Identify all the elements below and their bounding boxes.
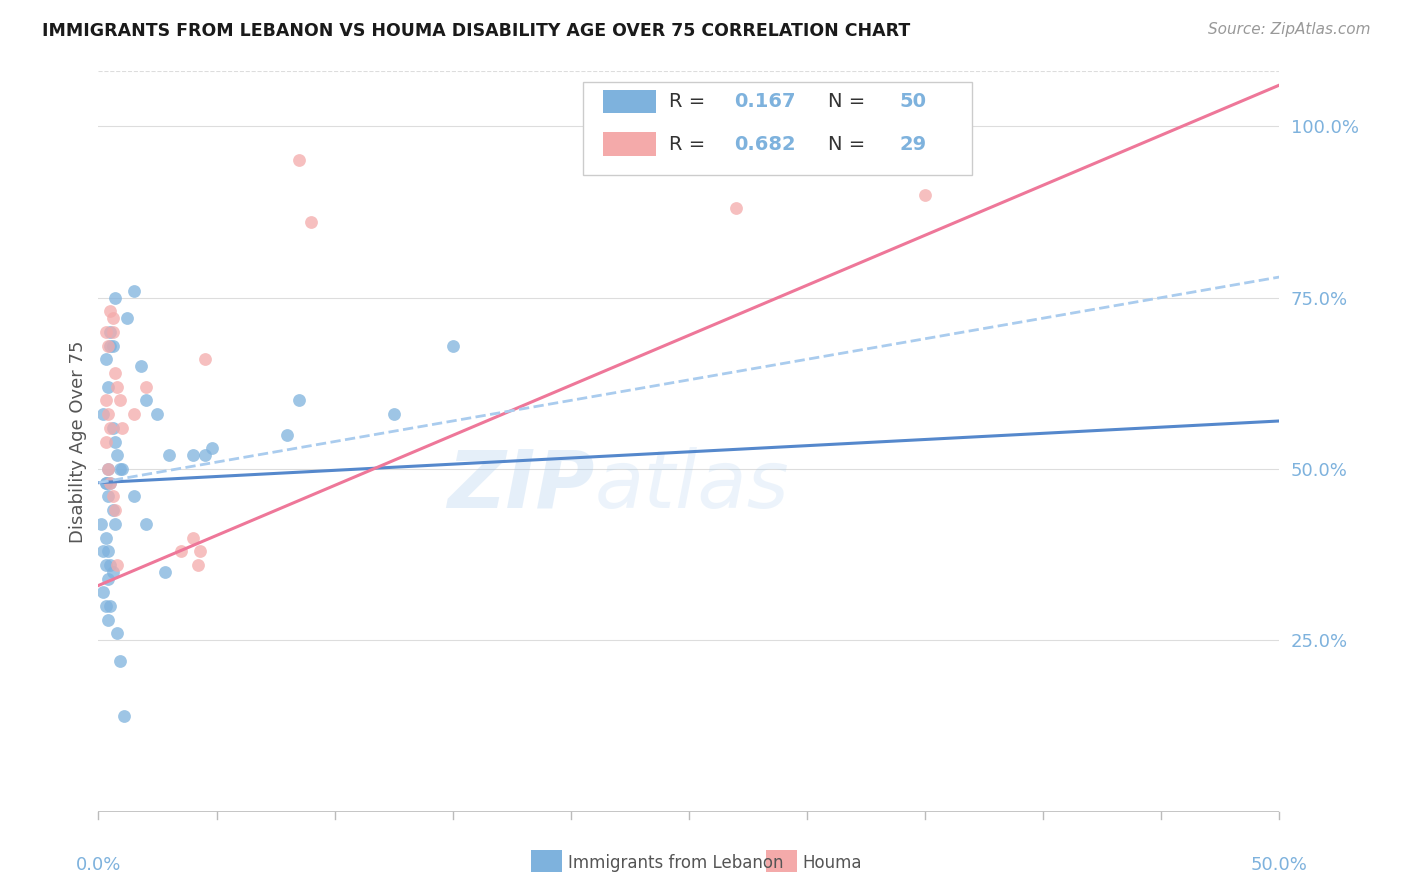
Point xyxy=(94,558,117,572)
Point xyxy=(97,489,120,503)
Point xyxy=(115,311,138,326)
Point xyxy=(104,291,127,305)
Point xyxy=(276,427,298,442)
Text: Source: ZipAtlas.com: Source: ZipAtlas.com xyxy=(1208,22,1371,37)
Point xyxy=(299,215,322,229)
Point xyxy=(98,475,121,490)
Point xyxy=(725,202,748,216)
Point xyxy=(194,448,217,462)
Point xyxy=(122,407,145,421)
Text: N =: N = xyxy=(828,135,872,153)
Point xyxy=(101,325,124,339)
Point xyxy=(101,503,124,517)
Point xyxy=(91,544,114,558)
Point xyxy=(105,626,128,640)
Point xyxy=(441,338,464,352)
Point xyxy=(122,489,145,503)
Point xyxy=(97,544,120,558)
Point xyxy=(94,393,117,408)
Text: R =: R = xyxy=(669,135,711,153)
Point xyxy=(98,475,121,490)
Point xyxy=(111,462,134,476)
Point xyxy=(98,338,121,352)
Point xyxy=(90,516,112,531)
Text: 50.0%: 50.0% xyxy=(1251,856,1308,874)
Point xyxy=(101,311,124,326)
Point xyxy=(108,654,131,668)
Text: 0.682: 0.682 xyxy=(734,135,796,153)
Point xyxy=(97,613,120,627)
Text: Immigrants from Lebanon: Immigrants from Lebanon xyxy=(568,855,783,872)
Point xyxy=(201,442,224,456)
Point xyxy=(97,407,120,421)
Point xyxy=(135,393,157,408)
Point xyxy=(108,462,131,476)
Point xyxy=(104,503,127,517)
Point xyxy=(98,304,121,318)
Point xyxy=(91,585,114,599)
Point xyxy=(111,421,134,435)
Point xyxy=(135,380,157,394)
Point xyxy=(101,489,124,503)
Point xyxy=(101,421,124,435)
Point xyxy=(94,475,117,490)
Point xyxy=(97,338,120,352)
Point xyxy=(98,558,121,572)
Point xyxy=(188,544,211,558)
Point xyxy=(112,708,135,723)
Point xyxy=(129,359,152,373)
Point xyxy=(97,380,120,394)
Point xyxy=(108,393,131,408)
Point xyxy=(122,284,145,298)
Text: atlas: atlas xyxy=(595,447,789,525)
Point xyxy=(104,434,127,449)
Point xyxy=(181,531,204,545)
Text: IMMIGRANTS FROM LEBANON VS HOUMA DISABILITY AGE OVER 75 CORRELATION CHART: IMMIGRANTS FROM LEBANON VS HOUMA DISABIL… xyxy=(42,22,911,40)
Point xyxy=(181,448,204,462)
Point xyxy=(101,338,124,352)
Point xyxy=(157,448,180,462)
Point xyxy=(98,421,121,435)
Text: 29: 29 xyxy=(900,135,927,153)
Point xyxy=(94,325,117,339)
Point xyxy=(170,544,193,558)
Point xyxy=(194,352,217,367)
Text: 0.0%: 0.0% xyxy=(76,856,121,874)
Text: Houma: Houma xyxy=(803,855,862,872)
Point xyxy=(91,407,114,421)
Point xyxy=(94,352,117,367)
Text: N =: N = xyxy=(828,92,872,111)
FancyBboxPatch shape xyxy=(582,82,973,175)
Point xyxy=(105,448,128,462)
Point xyxy=(135,516,157,531)
Text: ZIP: ZIP xyxy=(447,447,595,525)
Point xyxy=(288,153,311,168)
Point xyxy=(914,187,936,202)
Point xyxy=(187,558,209,572)
Point xyxy=(98,599,121,613)
Point xyxy=(288,393,311,408)
Point xyxy=(104,366,127,380)
Text: 0.167: 0.167 xyxy=(734,92,796,111)
FancyBboxPatch shape xyxy=(603,132,655,156)
FancyBboxPatch shape xyxy=(603,89,655,113)
Point xyxy=(105,380,128,394)
Point xyxy=(94,475,117,490)
Point xyxy=(105,558,128,572)
Point xyxy=(104,516,127,531)
Text: R =: R = xyxy=(669,92,711,111)
Point xyxy=(97,462,120,476)
Y-axis label: Disability Age Over 75: Disability Age Over 75 xyxy=(69,340,87,543)
Point xyxy=(97,572,120,586)
Point xyxy=(146,407,169,421)
Point xyxy=(153,565,176,579)
Point xyxy=(97,462,120,476)
Point xyxy=(382,407,405,421)
Point xyxy=(101,565,124,579)
Point xyxy=(94,599,117,613)
Point xyxy=(94,434,117,449)
Text: 50: 50 xyxy=(900,92,927,111)
Point xyxy=(98,325,121,339)
Point xyxy=(94,531,117,545)
